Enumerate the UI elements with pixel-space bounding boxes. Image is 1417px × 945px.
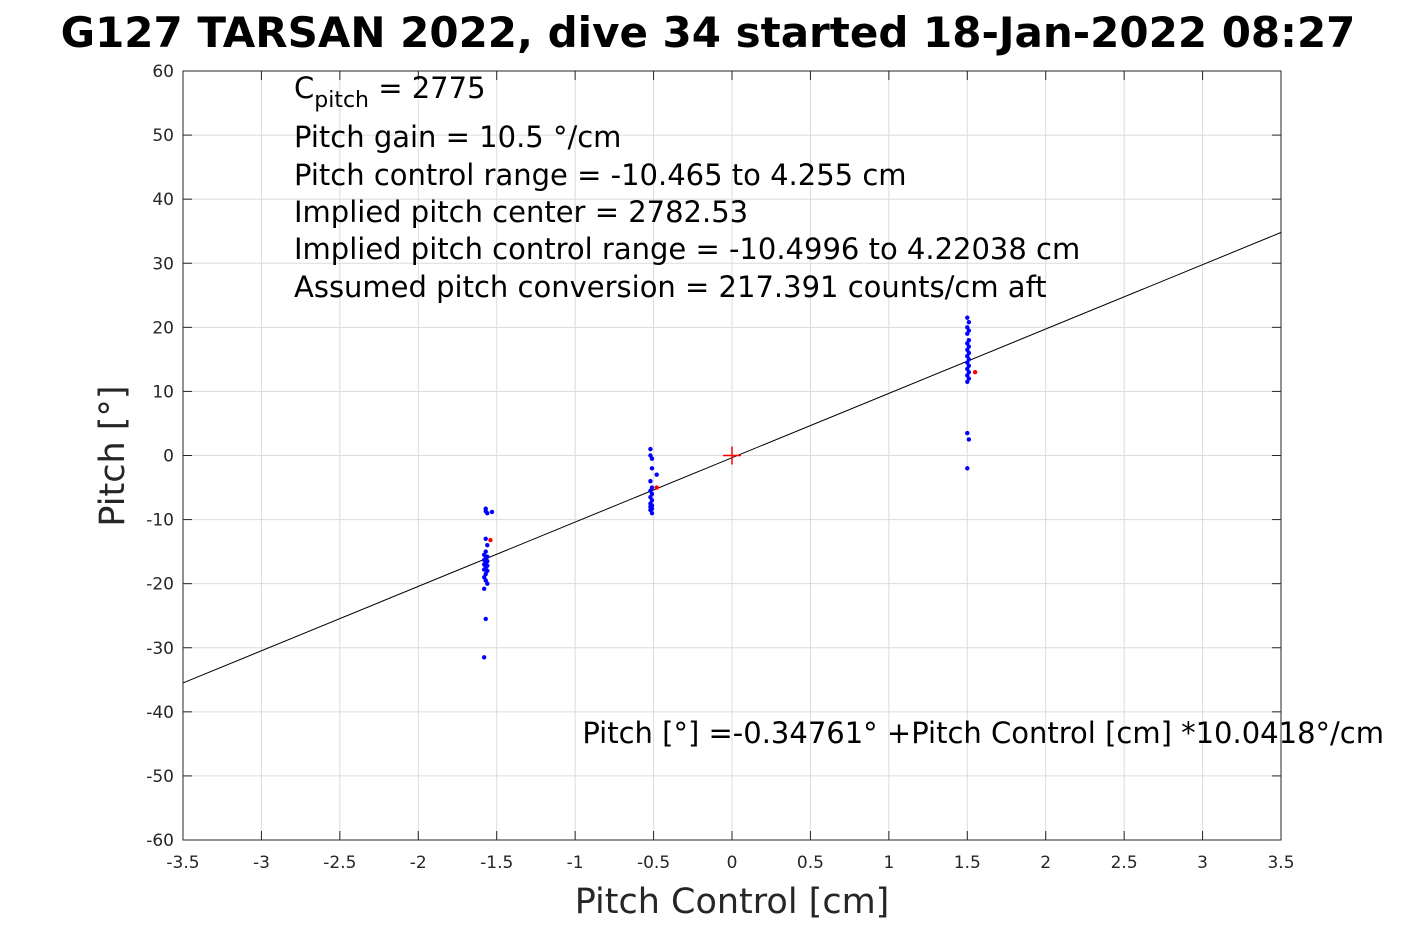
data-point-highlight xyxy=(972,369,978,375)
x-tick-label: -3 xyxy=(253,853,270,873)
data-point-highlight xyxy=(488,537,493,543)
data-point xyxy=(965,466,970,471)
x-tick-label: -2.5 xyxy=(323,853,356,873)
data-point-highlight xyxy=(654,485,659,490)
x-tick-label: 1.5 xyxy=(954,853,981,873)
center-marker xyxy=(723,446,741,465)
data-point xyxy=(649,510,655,516)
c-pitch-value: = 2775 xyxy=(369,71,486,105)
y-tick-label: -30 xyxy=(146,639,174,659)
x-tick-label: 2 xyxy=(1040,853,1051,873)
data-point xyxy=(648,478,653,484)
x-tick-label: 3 xyxy=(1197,853,1208,873)
data-point xyxy=(965,315,970,320)
data-point xyxy=(483,616,488,622)
c-pitch-annotation: Cpitch = 2775 xyxy=(294,71,486,113)
annotation-line-conversion: Assumed pitch conversion = 217.391 count… xyxy=(294,270,1047,304)
data-point xyxy=(649,466,655,471)
x-tick-label: 0 xyxy=(727,853,738,873)
annotation-block: Cpitch = 2775 Pitch gain = 10.5 °/cm Pit… xyxy=(294,71,1080,304)
y-tick-label: -10 xyxy=(146,511,174,531)
tick-layer: -3.5 -3 -2.5 -2 -1.5 -1 -0.5 0 0.5 1 1.5 2 2.5 3 3.5 -6… xyxy=(146,62,1294,873)
x-tick-label: 3.5 xyxy=(1267,853,1294,873)
data-point xyxy=(485,510,490,516)
points-layer xyxy=(481,315,978,660)
y-tick-label: 50 xyxy=(152,126,174,146)
grid-layer xyxy=(183,71,1281,840)
data-point xyxy=(489,509,495,515)
y-tick-label: 20 xyxy=(152,318,174,338)
y-tick-label: 40 xyxy=(152,190,174,210)
y-tick-label: -20 xyxy=(146,575,174,595)
y-tick-label: -60 xyxy=(146,831,174,851)
data-point xyxy=(966,320,972,325)
annotation-line-control-range: Pitch control range = -10.465 to 4.255 c… xyxy=(294,158,907,192)
y-tick-label: 60 xyxy=(152,62,174,82)
annotation-line-implied-range: Implied pitch control range = -10.4996 t… xyxy=(294,232,1080,266)
data-point xyxy=(654,472,659,477)
data-point xyxy=(965,430,970,436)
annotation-line-pitch-gain: Pitch gain = 10.5 °/cm xyxy=(294,120,621,154)
y-tick-label: -50 xyxy=(146,767,174,787)
x-tick-label: -3.5 xyxy=(166,853,199,873)
data-point xyxy=(965,331,970,336)
y-axis-label: Pitch [°] xyxy=(93,385,133,526)
annotation-line-implied-center: Implied pitch center = 2782.53 xyxy=(294,195,748,229)
data-point xyxy=(648,446,653,452)
x-tick-label: 1 xyxy=(883,853,894,873)
data-point xyxy=(966,437,972,442)
data-point xyxy=(965,379,970,385)
data-point xyxy=(481,655,487,660)
data-point xyxy=(485,543,490,548)
chart-title: G127 TARSAN 2022, dive 34 started 18-Jan… xyxy=(61,8,1356,57)
y-tick-label: 30 xyxy=(152,254,174,274)
x-tick-label: 2.5 xyxy=(1111,853,1138,873)
x-tick-label: -2 xyxy=(410,853,427,873)
y-tick-label: 10 xyxy=(152,382,174,402)
fit-equation: Pitch [°] =-0.34761° +Pitch Control [cm]… xyxy=(582,716,1384,750)
data-point xyxy=(485,581,490,586)
y-tick-label: -40 xyxy=(146,703,174,723)
x-tick-label: -0.5 xyxy=(637,853,670,873)
x-tick-label: -1.5 xyxy=(480,853,513,873)
c-pitch-subscript: pitch xyxy=(314,88,369,113)
x-tick-label: -1 xyxy=(567,853,584,873)
c-pitch-main: C xyxy=(294,71,314,105)
data-point xyxy=(483,536,488,542)
data-point xyxy=(481,586,487,591)
data-point xyxy=(649,456,655,461)
x-axis-label: Pitch Control [cm] xyxy=(575,882,890,922)
x-tick-label: 0.5 xyxy=(797,853,824,873)
y-tick-label: 0 xyxy=(163,447,174,467)
